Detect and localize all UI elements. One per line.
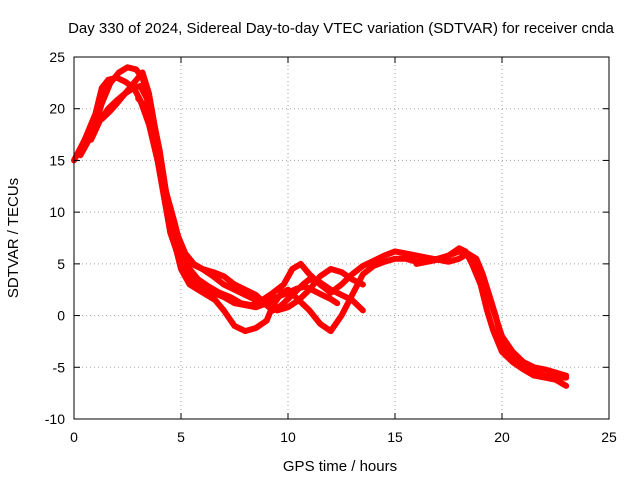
series-line-trace-4	[98, 69, 570, 389]
chart-title: Day 330 of 2024, Sidereal Day-to-day VTE…	[68, 20, 614, 37]
x-tick-label: 0	[70, 429, 78, 445]
y-tick-label: -5	[53, 359, 66, 375]
data-series	[71, 64, 570, 389]
y-tick-label: 5	[57, 256, 65, 272]
plot-frame	[73, 56, 610, 420]
x-tick-label: 20	[494, 429, 510, 445]
y-tick-label: 10	[49, 204, 65, 220]
x-tick-label: 10	[280, 429, 296, 445]
axis-ticks: 0 5 10 15 20 25 -10 -5 0 5 10 15 20 25	[45, 49, 617, 445]
series-line-trace-3	[88, 83, 366, 314]
x-tick-label: 25	[601, 429, 617, 445]
y-tick-label: 25	[49, 49, 65, 65]
x-tick-label: 5	[177, 429, 185, 445]
y-tick-label: 20	[49, 101, 65, 117]
x-axis-title: GPS time / hours	[283, 458, 397, 475]
y-tick-label: 0	[57, 308, 65, 324]
x-tick-label: 15	[387, 429, 403, 445]
y-axis-title: SDTVAR / TECUs	[5, 178, 22, 298]
y-tick-label: -10	[45, 411, 65, 427]
y-tick-label: 15	[49, 152, 65, 168]
series-line-trace-6	[413, 248, 570, 379]
